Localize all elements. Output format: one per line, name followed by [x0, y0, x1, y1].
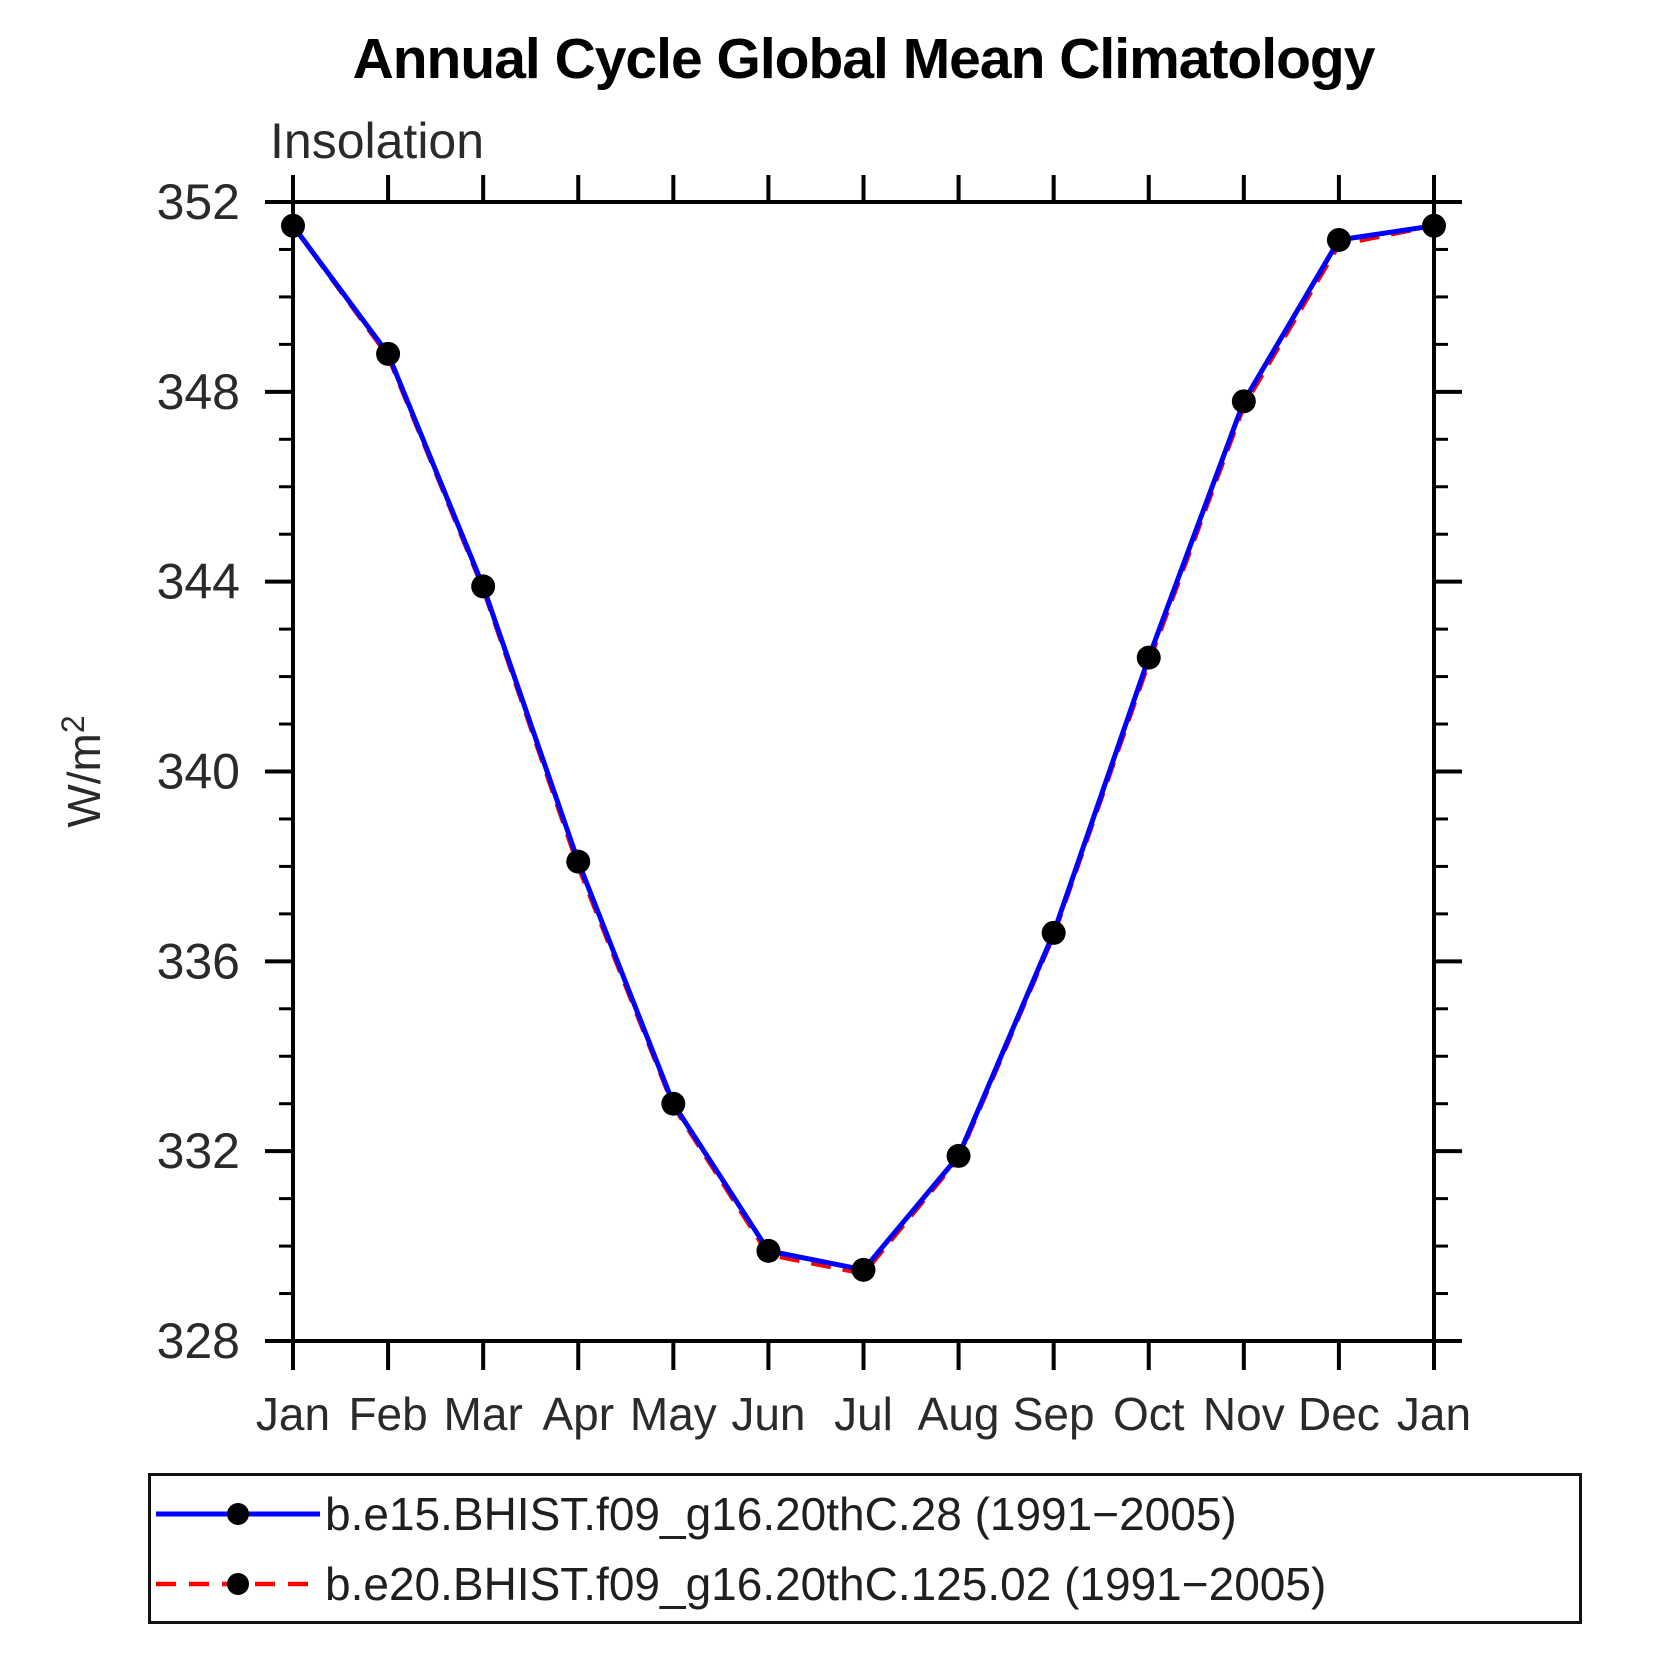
x-tick-label: Jan	[256, 1388, 330, 1440]
y-axis-label: W/m2	[55, 715, 110, 827]
x-tick-label: Apr	[542, 1388, 614, 1440]
y-tick-label: 352	[157, 174, 240, 230]
x-tick-label: Nov	[1203, 1388, 1285, 1440]
data-point-marker	[376, 341, 401, 366]
y-tick-label: 348	[157, 364, 240, 420]
series-line-solid	[290, 223, 1435, 1273]
x-tick-label: Aug	[918, 1388, 1000, 1440]
y-tick-label: 332	[157, 1123, 240, 1179]
x-tick-label: Feb	[348, 1388, 427, 1440]
chart-subtitle: Insolation	[270, 113, 484, 169]
x-tick-label: Jul	[834, 1388, 893, 1440]
data-point-marker	[281, 213, 305, 238]
data-point-marker	[1041, 920, 1066, 945]
data-point-marker	[1231, 389, 1256, 414]
x-tick-label: Oct	[1113, 1388, 1185, 1440]
legend-label: b.e15.BHIST.f09_g16.20thC.28 (1991−2005)	[325, 1487, 1237, 1540]
y-tick-label: 328	[157, 1313, 240, 1369]
data-point-marker	[756, 1238, 781, 1263]
data-point-marker	[1422, 213, 1446, 238]
legend-sample-marker	[227, 1502, 249, 1525]
y-tick-label: 336	[157, 933, 240, 989]
y-tick-label: 344	[157, 554, 240, 610]
chart-legend: b.e15.BHIST.f09_g16.20thC.28 (1991−2005)…	[148, 1473, 1582, 1624]
legend-item: b.e15.BHIST.f09_g16.20thC.28 (1991−2005)	[151, 1479, 1579, 1549]
legend-sample-marker	[227, 1572, 249, 1595]
x-tick-label: Dec	[1298, 1388, 1380, 1440]
x-tick-label: Jun	[731, 1388, 805, 1440]
data-point-marker	[1136, 645, 1161, 670]
legend-line-sample-dashed	[156, 1572, 320, 1595]
chart-title: Annual Cycle Global Mean Climatology	[352, 27, 1376, 91]
x-tick-label: Mar	[444, 1388, 523, 1440]
legend-label: b.e20.BHIST.f09_g16.20thC.125.02 (1991−2…	[325, 1557, 1327, 1610]
legend-line-sample-solid	[156, 1502, 320, 1525]
data-point-marker	[471, 574, 496, 599]
data-point-marker	[661, 1091, 686, 1116]
data-point-marker	[946, 1143, 971, 1168]
x-tick-label: Jan	[1397, 1388, 1471, 1440]
data-point-marker	[1326, 227, 1351, 252]
y-tick-label: 340	[157, 744, 240, 800]
data-point-marker	[851, 1257, 876, 1282]
legend-item: b.e20.BHIST.f09_g16.20thC.125.02 (1991−2…	[151, 1549, 1579, 1619]
x-tick-label: Sep	[1013, 1388, 1095, 1440]
x-tick-label: May	[630, 1388, 717, 1440]
series-line-dashed	[291, 223, 1435, 1277]
data-point-marker	[566, 849, 591, 874]
